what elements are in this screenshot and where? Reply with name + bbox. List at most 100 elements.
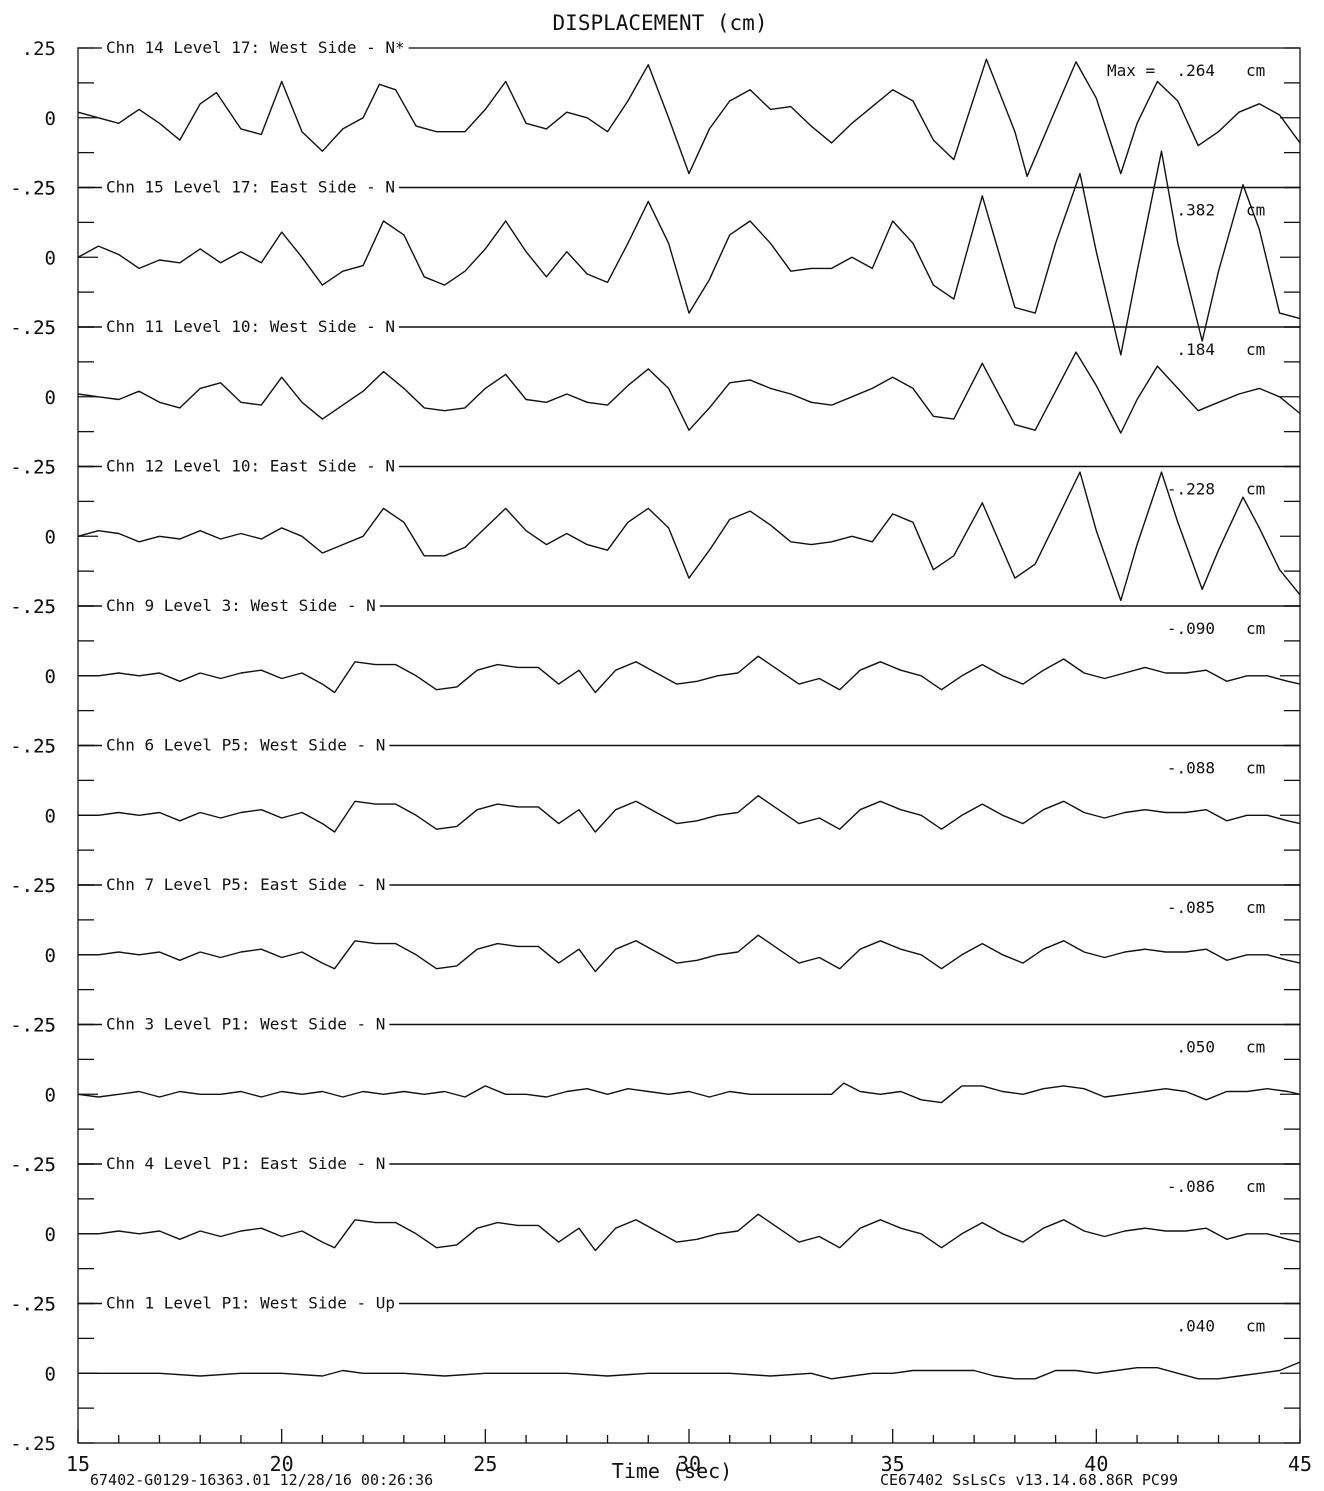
trace-line (77, 58, 1301, 177)
max-unit: cm (1246, 1177, 1265, 1196)
channel-label-bg (102, 176, 399, 198)
trace-line (77, 150, 1301, 356)
channel-label: Chn 1 Level P1: West Side - Up (106, 1294, 395, 1313)
channel-label-bg (102, 1292, 399, 1314)
y-tick-label: 0 (45, 1224, 56, 1246)
trace-line (77, 471, 1301, 602)
x-axis: 15 20 25 30 35 40 45 (66, 1429, 1312, 1476)
trace-line (77, 351, 1301, 434)
channel-label-bg (102, 37, 409, 58)
x-tick-label: 20 (270, 1452, 294, 1476)
y-tick-label: 0 (45, 247, 56, 269)
channel-label: Chn 14 Level 17: West Side - N* (106, 38, 405, 57)
max-value: .050 (1176, 1038, 1215, 1057)
trace-panel: .25 0 -.25 Chn 4 Level P1: East Side - N -.0… (10, 1153, 1301, 1316)
channel-label-bg (102, 1013, 390, 1035)
max-unit: cm (1246, 201, 1265, 220)
y-tick-label: 0 (45, 945, 56, 967)
chart-title: DISPLACEMENT (cm) (553, 11, 768, 35)
panel-frame (77, 465, 1301, 607)
y-tick-label: -.25 (10, 1154, 56, 1176)
y-tick-label: .25 (22, 1294, 56, 1316)
y-tick-label: 0 (45, 387, 56, 409)
x-tick-label: 30 (677, 1452, 701, 1476)
y-tick-label: 0 (45, 805, 56, 827)
max-unit: cm (1246, 61, 1265, 80)
channel-label: Chn 7 Level P5: East Side - N (106, 875, 385, 894)
max-value: -.085 (1167, 898, 1215, 917)
trace-line (78, 795, 1301, 833)
footer-version: CE67402 SsLsCs v13.14.68.86R PC99 (880, 1471, 1178, 1489)
footer-id: 67402-G0129-16363.01 12/28/16 00:26:36 (90, 1471, 433, 1489)
max-value: -.228 (1167, 480, 1215, 499)
y-tick-label: -.25 (10, 1015, 56, 1037)
y-tick-label: -.25 (10, 875, 56, 897)
y-tick-label: -.25 (10, 1433, 56, 1455)
y-tick-label: -.25 (10, 596, 56, 618)
trace-panel: .25 0 -.25 Chn 14 Level 17: West Side - N* M… (10, 37, 1301, 200)
y-tick-label: -.25 (10, 457, 56, 479)
y-tick-label: 0 (45, 526, 56, 548)
x-tick-label: 40 (1084, 1452, 1108, 1476)
channel-label-bg (102, 455, 399, 477)
y-tick-label: -.25 (10, 178, 56, 200)
max-value: .040 (1176, 1317, 1215, 1336)
max-unit: cm (1246, 759, 1265, 778)
y-tick-label: 0 (45, 1363, 56, 1385)
channel-label: Chn 12 Level 10: East Side - N (106, 457, 395, 476)
trace-line (77, 1082, 1301, 1104)
y-tick-label: .25 (22, 317, 56, 339)
max-prefix: Max = (1107, 61, 1155, 80)
max-value: .382 (1176, 201, 1215, 220)
trace-panel: .25 0 -.25 Chn 1 Level P1: West Side - Up .0… (10, 1292, 1301, 1455)
channel-label: Chn 4 Level P1: East Side - N (106, 1154, 385, 1173)
y-tick-label: -.25 (10, 736, 56, 758)
max-value: -.090 (1167, 619, 1215, 638)
x-axis-label: Time (sec) (612, 1459, 732, 1483)
panel-frame (77, 1023, 1301, 1165)
x-tick-label: 15 (66, 1452, 90, 1476)
max-value: -.088 (1167, 759, 1215, 778)
panel-frame (77, 186, 1301, 328)
trace-panel: .25 0 -.25 Chn 9 Level 3: West Side - N -.09… (10, 595, 1301, 758)
y-tick-label: .25 (22, 596, 56, 618)
channel-label-bg (102, 316, 399, 337)
channel-label: Chn 9 Level 3: West Side - N (106, 596, 376, 615)
max-unit: cm (1246, 340, 1265, 359)
trace-line (78, 655, 1301, 694)
y-tick-label: .25 (22, 1154, 56, 1176)
trace-panel: .25 0 -.25 Chn 12 Level 10: East Side - N -.… (10, 455, 1301, 618)
y-tick-label: .25 (22, 457, 56, 479)
y-tick-label: .25 (22, 875, 56, 897)
max-value: .264 (1176, 61, 1215, 80)
trace-panel: .25 0 -.25 Chn 3 Level P1: West Side - N .05… (10, 1013, 1301, 1176)
trace-line (78, 1213, 1301, 1252)
max-unit: cm (1246, 619, 1265, 638)
trace-panel: .25 0 -.25 Chn 15 Level 17: East Side - N .3… (10, 150, 1301, 356)
y-tick-label: .25 (22, 178, 56, 200)
channel-label-bg (102, 595, 380, 616)
y-tick-label: 0 (45, 108, 56, 130)
max-value: -.086 (1167, 1177, 1215, 1196)
channel-label: Chn 15 Level 17: East Side - N (106, 178, 395, 197)
y-tick-label: .25 (22, 1015, 56, 1037)
trace-line (78, 934, 1301, 973)
x-tick-label: 45 (1288, 1452, 1312, 1476)
y-tick-label: -.25 (10, 1294, 56, 1316)
channel-label: Chn 3 Level P1: West Side - N (106, 1015, 385, 1034)
panel-frame (77, 326, 1301, 468)
y-tick-label: 0 (45, 666, 56, 688)
x-tick-label: 35 (881, 1452, 905, 1476)
max-unit: cm (1246, 1317, 1265, 1336)
trace-line (78, 1361, 1301, 1380)
channel-label-bg (102, 734, 390, 756)
max-value: .184 (1176, 340, 1215, 359)
x-tick-label: 25 (473, 1452, 497, 1476)
channel-label: Chn 6 Level P5: West Side - N (106, 736, 385, 755)
max-unit: cm (1246, 480, 1265, 499)
y-tick-label: .25 (22, 736, 56, 758)
max-unit: cm (1246, 898, 1265, 917)
trace-panels: .25 0 -.25 Chn 14 Level 17: West Side - N* M… (10, 37, 1312, 1476)
max-unit: cm (1246, 1038, 1265, 1057)
